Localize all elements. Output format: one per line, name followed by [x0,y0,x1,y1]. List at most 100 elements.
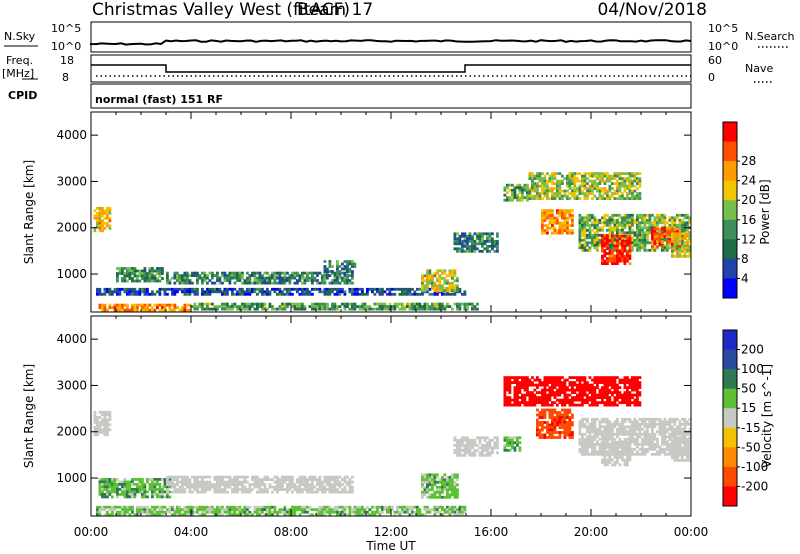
power-cell [128,292,132,296]
velocity-cell [398,505,402,509]
velocity-cell [521,386,524,389]
power-cell [183,287,187,291]
power-cell [118,272,122,275]
power-cell [261,279,264,282]
velocity-cell [216,485,219,489]
power-cell [493,239,497,243]
velocity-cell [591,452,594,456]
power-cell [466,305,469,308]
velocity-cell [346,505,349,509]
power-cell [586,213,589,217]
power-cell [613,174,617,178]
power-cell [336,290,339,294]
velocity-cell [606,437,609,441]
power-cell [678,232,682,236]
power-cell [541,189,544,193]
power-cell [566,194,569,198]
velocity-cell [551,386,554,389]
velocity-cell [583,437,587,441]
velocity-cell [598,396,602,399]
velocity-cell [541,426,544,429]
power-cell [453,237,457,241]
velocity-cell [441,508,444,512]
power-cell [318,302,322,306]
power-cell [128,290,132,294]
power-cell [261,287,264,291]
power-cell [258,290,262,294]
power-cell [318,290,322,294]
power-cell [183,279,187,282]
velocity-cell [603,440,607,444]
power-cell [386,292,389,296]
velocity-cell [561,391,564,394]
power-cell [351,305,354,308]
velocity-cell [261,483,264,486]
velocity-cell [571,398,574,402]
power-cell [438,286,442,290]
power-cell [626,213,629,217]
velocity-cell [178,490,182,494]
power-cell [451,286,454,290]
power-cell [616,182,619,185]
velocity-cell [166,490,169,494]
velocity-cell [553,428,557,432]
power-cell [571,179,574,183]
power-cell [103,308,107,312]
power-cell [613,182,617,185]
velocity-cell [433,483,437,487]
velocity-cell [228,475,232,479]
power-cell [186,281,189,285]
power-cell [306,279,309,282]
velocity-cell [233,475,237,479]
power-cell [616,228,619,232]
power-cell [441,289,444,293]
power-cell [536,172,539,175]
power-cell [166,274,169,277]
velocity-cell [618,396,622,399]
velocity-cell [613,420,617,424]
power-cell [436,286,439,290]
velocity-cell [206,483,209,486]
power-cell [413,292,417,296]
power-cell [336,267,339,271]
velocity-cell [148,510,152,514]
power-cell [543,184,547,188]
power-cell [536,184,539,188]
velocity-cell [181,488,184,491]
power-cell [631,218,634,222]
velocity-cell [606,386,609,389]
power-cell [591,243,594,247]
power-cell [638,194,642,198]
power-cell [546,226,549,230]
velocity-cell [353,513,357,517]
velocity-cell [436,475,439,479]
power-cell [481,232,484,236]
velocity-cell [291,505,294,509]
velocity-cell [136,513,139,517]
power-cell [326,287,329,291]
power-cell [328,262,332,266]
power-cell [578,216,582,220]
power-cell [623,257,627,260]
velocity-cell [603,393,607,397]
power-cell [551,224,554,227]
velocity-cell [408,505,412,509]
power-cell [283,276,287,280]
power-cell [653,248,657,252]
power-cell [591,241,594,245]
velocity-cell [206,480,209,484]
velocity-cell [581,440,584,444]
power-cell [608,259,612,263]
velocity-cell [601,388,604,392]
velocity-cell [431,493,434,497]
power-cell [603,259,607,263]
velocity-cell [131,510,134,514]
power-cell [193,302,197,306]
power-cell [236,292,239,296]
velocity-cell [361,513,364,517]
power-cell [313,302,317,306]
power-cell [256,292,259,296]
power-cell [613,213,617,217]
velocity-cell [401,508,404,512]
velocity-cell [323,508,327,512]
